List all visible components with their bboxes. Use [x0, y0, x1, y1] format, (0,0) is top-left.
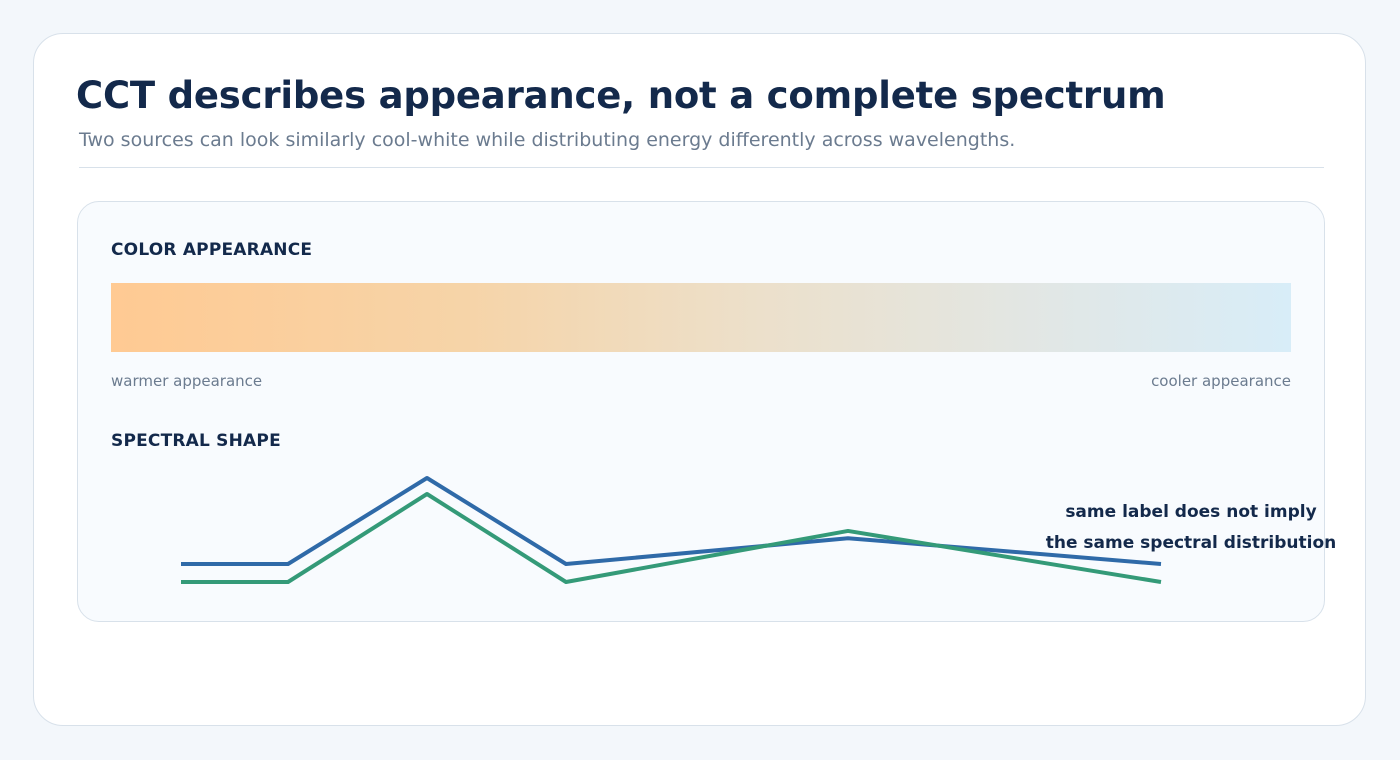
cct-gradient-bar: [111, 283, 1291, 352]
cooler-appearance-label: cooler appearance: [1151, 372, 1291, 390]
spectral-shape-plot: same label does not imply the same spect…: [181, 476, 1336, 584]
spectrum-line-blue: [181, 476, 1162, 566]
diagram-card: CCT describes appearance, not a complete…: [33, 33, 1366, 726]
spectral-shape-label: SPECTRAL SHAPE: [111, 431, 281, 451]
color-appearance-label: COLOR APPEARANCE: [111, 240, 313, 260]
page-subtitle: Two sources can look similarly cool-whit…: [79, 129, 1016, 151]
annotation-line-1: same label does not imply: [1065, 502, 1316, 522]
header-divider: [79, 167, 1324, 168]
page-title: CCT describes appearance, not a complete…: [76, 74, 1166, 117]
spectrum-line-green: [181, 492, 1162, 584]
annotation-line-2: the same spectral distribution: [1046, 533, 1337, 553]
warmer-appearance-label: warmer appearance: [111, 372, 263, 390]
comparison-panel: COLOR APPEARANCE warmer appearance coole…: [77, 201, 1336, 622]
